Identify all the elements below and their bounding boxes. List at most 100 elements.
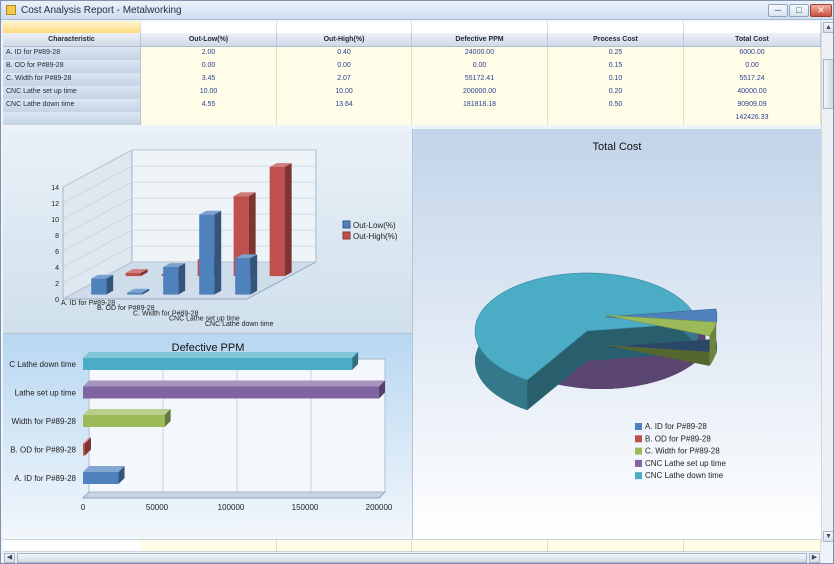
column-header-defective-ppm[interactable]: Defective PPM — [412, 33, 548, 47]
table-cell[interactable] — [277, 112, 412, 125]
table-cell[interactable]: 0.00 — [141, 60, 277, 73]
column-header-total-cost[interactable]: Total Cost — [684, 33, 821, 47]
row-header[interactable] — [3, 112, 141, 125]
gridline — [62, 181, 316, 220]
table-cell[interactable]: 55172.41 — [412, 73, 548, 86]
table-row[interactable]: CNC Lathe set up time 10.00 10.00 200000… — [3, 86, 821, 99]
top-blank-cell[interactable] — [412, 21, 548, 33]
top-blank-cell[interactable] — [141, 21, 277, 33]
column-top — [125, 269, 148, 273]
top-blank-cell[interactable] — [277, 21, 412, 33]
maximize-button[interactable]: □ — [789, 4, 809, 17]
table-row-total[interactable]: 142426.33 — [3, 112, 821, 125]
total-cost-cell[interactable]: 142426.33 — [684, 112, 821, 125]
blank-cell[interactable] — [548, 540, 684, 552]
table-cell[interactable]: 0.10 — [548, 73, 684, 86]
table-cell[interactable] — [548, 112, 684, 125]
category-label: C Lathe down time — [9, 360, 76, 369]
table-cell[interactable]: 0.25 — [548, 47, 684, 60]
column-header-characteristic[interactable]: Characteristic — [3, 33, 141, 47]
category-label: Width for P#89-28 — [12, 417, 77, 426]
table-cell[interactable]: 90909.09 — [684, 99, 821, 112]
scroll-down-arrow-icon[interactable]: ▼ — [823, 531, 833, 542]
blank-cell[interactable] — [277, 540, 412, 552]
bar-top — [83, 409, 171, 415]
table-cell[interactable]: 0.00 — [412, 60, 548, 73]
column-top — [269, 163, 292, 167]
chart-title: Total Cost — [593, 141, 642, 153]
table-cell[interactable]: 10.00 — [277, 86, 412, 99]
table-cell[interactable]: 0.50 — [548, 99, 684, 112]
column-header-out-low[interactable]: Out-Low(%) — [141, 33, 277, 47]
blank-cell[interactable] — [684, 540, 821, 552]
column-header-out-high[interactable]: Out-High(%) — [277, 33, 412, 47]
column-side — [250, 254, 258, 295]
table-cell[interactable]: 2.07 — [277, 73, 412, 86]
blank-cell[interactable] — [141, 540, 277, 552]
row-header[interactable]: CNC Lathe set up time — [3, 86, 141, 99]
x-tick-label: 100000 — [218, 503, 245, 512]
table-cell[interactable]: 0.40 — [277, 47, 412, 60]
legend-label: CNC Lathe set up time — [645, 459, 726, 468]
scroll-right-arrow-icon[interactable]: ▶ — [809, 553, 820, 563]
vertical-scroll-thumb[interactable] — [823, 59, 833, 109]
top-blank-cell[interactable] — [3, 21, 141, 33]
table-cell[interactable]: 6000.00 — [684, 47, 821, 60]
table-cell[interactable] — [141, 112, 277, 125]
gridline — [62, 165, 316, 204]
horizontal-scrollbar[interactable]: ◀ ▶ — [3, 551, 821, 563]
table-cell[interactable]: 181818.18 — [412, 99, 548, 112]
scroll-up-arrow-icon[interactable]: ▲ — [823, 22, 833, 33]
row-header[interactable]: B. OD for P#89-28 — [3, 60, 141, 73]
defective-ppm-chart-svg: Defective PPM 0 50000 100000 150000 200000 A. … — [9, 342, 393, 512]
row-header[interactable]: A. ID for P#89-28 — [3, 47, 141, 60]
top-blank-cell[interactable] — [684, 21, 821, 33]
table-cell[interactable]: 3.45 — [141, 73, 277, 86]
category-label: A. ID for P#89-28 — [14, 474, 76, 483]
legend-swatch — [635, 423, 642, 430]
charts-area: 0 2 4 6 8 10 12 14 A. ID for P#89-28 B. OD for P#… — [3, 129, 821, 539]
column-header-process-cost[interactable]: Process Cost — [548, 33, 684, 47]
scroll-left-arrow-icon[interactable]: ◀ — [4, 553, 15, 563]
out-percent-3d-chart[interactable]: 0 2 4 6 8 10 12 14 A. ID for P#89-28 B. OD for P#… — [3, 129, 413, 334]
top-blank-cell[interactable] — [548, 21, 684, 33]
table-cell[interactable]: 0.00 — [277, 60, 412, 73]
legend-swatch — [342, 231, 351, 240]
column-bar — [125, 272, 141, 277]
row-header[interactable]: C. Width for P#89-28 — [3, 73, 141, 86]
bar — [83, 472, 119, 484]
table-row[interactable]: A. ID for P#89-28 2.00 0.40 24000.00 0.2… — [3, 47, 821, 60]
y-tick-label: 0 — [55, 297, 59, 304]
table-cell[interactable]: 4.55 — [141, 99, 277, 112]
legend-swatch — [635, 472, 642, 480]
table-cell[interactable]: 13.64 — [277, 99, 412, 112]
horizontal-scroll-thumb[interactable] — [17, 553, 807, 563]
table-cell[interactable]: 10.00 — [141, 86, 277, 99]
legend-label: CNC Lathe down time — [645, 471, 724, 480]
y-tick-label: 8 — [55, 233, 59, 240]
total-cost-pie-chart[interactable]: Total Cost A. ID for P#89-28 B. OD for P#8… — [413, 129, 821, 539]
close-button[interactable]: ✕ — [810, 4, 832, 17]
category-label: C. Width for P#89-28 — [133, 310, 198, 317]
column-top — [127, 288, 150, 293]
table-row[interactable]: CNC Lathe down time 4.55 13.64 181818.18… — [3, 99, 821, 112]
table-row[interactable]: C. Width for P#89-28 3.45 2.07 55172.41 … — [3, 73, 821, 86]
table-cell[interactable]: 2.00 — [141, 47, 277, 60]
table-row[interactable]: B. OD for P#89-28 0.00 0.00 0.00 0.15 0.… — [3, 60, 821, 73]
row-header[interactable]: CNC Lathe down time — [3, 99, 141, 112]
column-side — [140, 269, 148, 277]
vertical-scrollbar[interactable]: ▲ ▼ — [821, 21, 833, 543]
table-cell[interactable]: 200000.00 — [412, 86, 548, 99]
table-cell[interactable]: 5517.24 — [684, 73, 821, 86]
table-cell[interactable]: 0.20 — [548, 86, 684, 99]
title-bar[interactable]: Cost Analysis Report - Metalworking ─ □ … — [1, 1, 833, 20]
table-cell[interactable]: 24000.00 — [412, 47, 548, 60]
blank-cell[interactable] — [412, 540, 548, 552]
table-cell[interactable]: 0.00 — [684, 60, 821, 73]
chart-title: Defective PPM — [172, 342, 245, 354]
minimize-button[interactable]: ─ — [768, 4, 788, 17]
table-cell[interactable] — [412, 112, 548, 125]
table-cell[interactable]: 0.15 — [548, 60, 684, 73]
defective-ppm-chart[interactable]: Defective PPM 0 50000 100000 150000 200000 A. … — [3, 334, 413, 539]
table-cell[interactable]: 40000.00 — [684, 86, 821, 99]
